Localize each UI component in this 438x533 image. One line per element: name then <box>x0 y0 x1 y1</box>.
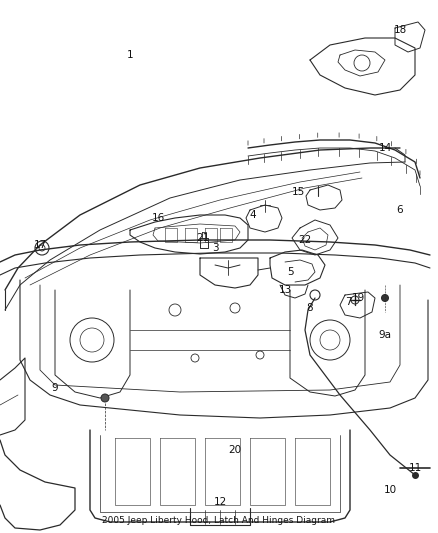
Text: 15: 15 <box>291 187 304 197</box>
Text: 14: 14 <box>378 143 392 153</box>
Text: 19: 19 <box>351 293 364 303</box>
Text: 7: 7 <box>345 297 351 307</box>
Text: 13: 13 <box>279 285 292 295</box>
Text: 22: 22 <box>298 235 311 245</box>
Text: 16: 16 <box>152 213 165 223</box>
Text: 8: 8 <box>307 303 313 313</box>
Text: 1: 1 <box>127 50 133 60</box>
Text: 2005 Jeep Liberty Hood, Latch And Hinges Diagram: 2005 Jeep Liberty Hood, Latch And Hinges… <box>102 516 336 525</box>
Text: 9a: 9a <box>378 330 392 340</box>
Text: 17: 17 <box>33 240 46 250</box>
Circle shape <box>381 295 389 302</box>
Text: 6: 6 <box>397 205 403 215</box>
Text: 10: 10 <box>383 485 396 495</box>
Text: 21: 21 <box>196 233 210 243</box>
Circle shape <box>101 394 109 402</box>
Text: 3: 3 <box>212 243 218 253</box>
Text: 5: 5 <box>287 267 293 277</box>
Text: 20: 20 <box>229 445 242 455</box>
Text: 12: 12 <box>213 497 226 507</box>
Text: 4: 4 <box>250 210 256 220</box>
Text: 9: 9 <box>52 383 58 393</box>
Text: 18: 18 <box>393 25 406 35</box>
Text: 11: 11 <box>408 463 422 473</box>
